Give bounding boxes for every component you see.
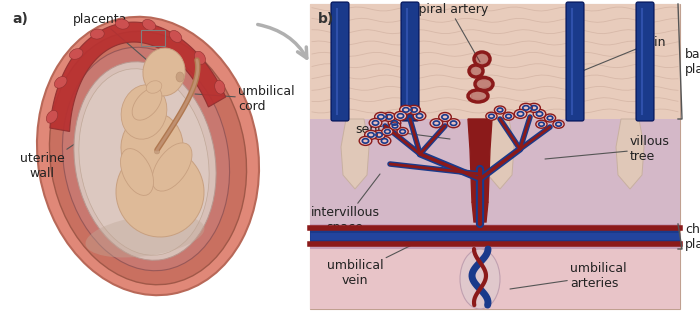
Ellipse shape [79, 69, 209, 255]
FancyBboxPatch shape [566, 2, 584, 121]
Polygon shape [310, 4, 680, 309]
Ellipse shape [519, 103, 532, 112]
Ellipse shape [460, 249, 500, 309]
Text: septa: septa [355, 122, 450, 139]
Polygon shape [468, 119, 492, 202]
Ellipse shape [545, 114, 556, 122]
Ellipse shape [383, 112, 395, 122]
Text: b): b) [318, 12, 335, 26]
Ellipse shape [394, 111, 407, 120]
Ellipse shape [439, 112, 452, 122]
Polygon shape [310, 249, 680, 309]
Ellipse shape [143, 48, 185, 96]
Ellipse shape [374, 112, 387, 122]
Ellipse shape [176, 72, 184, 82]
Ellipse shape [389, 122, 400, 130]
Ellipse shape [85, 214, 204, 257]
FancyBboxPatch shape [401, 2, 419, 121]
Ellipse shape [62, 47, 230, 271]
Ellipse shape [470, 67, 482, 75]
Polygon shape [310, 224, 680, 249]
Ellipse shape [553, 120, 564, 128]
Ellipse shape [90, 29, 104, 39]
Polygon shape [616, 119, 644, 189]
Ellipse shape [215, 80, 225, 94]
Ellipse shape [50, 31, 246, 285]
Ellipse shape [121, 112, 183, 182]
Text: chorionic
plate: chorionic plate [685, 223, 700, 251]
Ellipse shape [359, 136, 372, 145]
Ellipse shape [46, 110, 58, 123]
Ellipse shape [389, 118, 401, 127]
Text: villous
tree: villous tree [545, 135, 670, 163]
Ellipse shape [116, 147, 204, 237]
Ellipse shape [373, 130, 386, 139]
Ellipse shape [37, 17, 259, 295]
Polygon shape [310, 119, 680, 224]
Text: umbilical
vein: umbilical vein [327, 236, 430, 287]
Ellipse shape [494, 106, 505, 114]
Ellipse shape [528, 103, 540, 112]
Ellipse shape [365, 130, 377, 139]
Ellipse shape [400, 106, 412, 114]
Text: vein: vein [575, 35, 666, 74]
FancyBboxPatch shape [636, 2, 654, 121]
Polygon shape [472, 202, 488, 222]
Ellipse shape [121, 85, 167, 139]
Ellipse shape [152, 143, 192, 191]
Ellipse shape [195, 51, 206, 64]
Polygon shape [341, 119, 369, 189]
Ellipse shape [146, 81, 162, 93]
Ellipse shape [413, 111, 426, 120]
Ellipse shape [55, 76, 67, 88]
Text: basal
plate: basal plate [685, 48, 700, 76]
Ellipse shape [382, 127, 393, 136]
Ellipse shape [475, 53, 489, 64]
Text: uterine
wall: uterine wall [20, 139, 82, 180]
Ellipse shape [69, 49, 83, 59]
Ellipse shape [397, 127, 408, 136]
Text: umbilical
cord: umbilical cord [195, 85, 295, 113]
Ellipse shape [155, 150, 160, 154]
Text: spiral artery: spiral artery [412, 3, 488, 62]
Text: placenta: placenta [73, 13, 148, 61]
Ellipse shape [116, 19, 130, 29]
Text: intervillous
space: intervillous space [311, 174, 380, 234]
Text: a): a) [12, 12, 28, 26]
Ellipse shape [74, 62, 216, 260]
Ellipse shape [408, 106, 421, 114]
Ellipse shape [430, 119, 442, 128]
Bar [141, 30, 165, 46]
Polygon shape [310, 4, 680, 119]
Ellipse shape [447, 119, 460, 128]
Text: umbilical
arteries: umbilical arteries [510, 262, 626, 290]
Ellipse shape [503, 112, 514, 120]
Ellipse shape [169, 30, 182, 42]
FancyBboxPatch shape [331, 2, 349, 121]
Ellipse shape [514, 109, 527, 118]
Ellipse shape [477, 79, 491, 89]
Ellipse shape [533, 109, 546, 118]
Ellipse shape [142, 19, 155, 30]
Ellipse shape [120, 149, 153, 195]
Ellipse shape [470, 91, 486, 100]
Ellipse shape [132, 88, 162, 120]
Polygon shape [486, 119, 514, 189]
Polygon shape [50, 22, 225, 132]
Ellipse shape [378, 136, 391, 145]
Ellipse shape [486, 112, 497, 120]
Ellipse shape [369, 118, 382, 127]
Ellipse shape [536, 120, 547, 128]
